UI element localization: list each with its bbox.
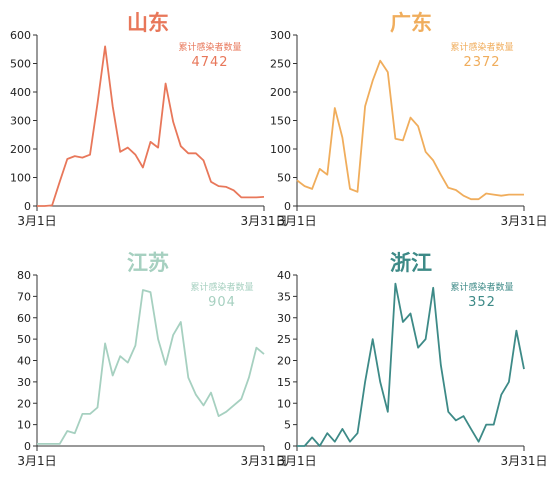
annotation-label: 累计感染者数量 (190, 281, 253, 293)
y-tick-label: 5 (284, 419, 291, 432)
y-tick-label: 20 (277, 355, 291, 368)
y-tick-label: 50 (277, 172, 291, 185)
annotation-value: 4742 (191, 55, 228, 70)
y-tick-label: 100 (10, 172, 31, 185)
x-tick-label-start: 3月1日 (277, 214, 316, 228)
y-tick-label: 80 (17, 269, 31, 282)
x-tick-label-start: 3月1日 (17, 454, 56, 468)
y-tick-label: 40 (17, 355, 31, 368)
y-tick-label: 300 (10, 115, 31, 128)
y-tick-label: 30 (277, 312, 291, 325)
y-tick-label: 70 (17, 290, 31, 303)
y-tick-label: 15 (277, 376, 291, 389)
y-tick-label: 500 (10, 58, 31, 71)
y-tick-label: 150 (270, 115, 291, 128)
series-line (296, 59, 524, 201)
y-tick-label: 20 (17, 397, 31, 410)
annotation-value: 2372 (463, 55, 500, 70)
y-tick-label: 50 (17, 333, 31, 346)
y-tick-label: 300 (270, 29, 291, 42)
x-tick-label-end: 3月31日 (501, 454, 548, 468)
y-tick-label: 0 (284, 200, 291, 213)
y-tick-label: 0 (24, 440, 31, 453)
y-tick-label: 0 (24, 200, 31, 213)
chart-title: 浙江 (390, 251, 432, 275)
y-tick-label: 60 (17, 312, 31, 325)
y-tick-label: 200 (270, 86, 291, 99)
y-tick-label: 0 (284, 440, 291, 453)
y-tick-label: 100 (270, 143, 291, 156)
annotation-label: 累计感染者数量 (450, 281, 513, 293)
y-tick-label: 250 (270, 58, 291, 71)
y-tick-label: 600 (10, 29, 31, 42)
annotation-label: 累计感染者数量 (178, 41, 241, 53)
y-tick-label: 25 (277, 333, 291, 346)
series-line (37, 289, 265, 445)
y-tick-label: 10 (277, 397, 291, 410)
y-tick-label: 40 (277, 269, 291, 282)
series-line (37, 45, 265, 207)
annotation-label: 累计感染者数量 (450, 41, 513, 53)
x-tick-label-end: 3月31日 (241, 214, 288, 228)
y-tick-label: 35 (277, 290, 291, 303)
x-tick-label-start: 3月1日 (277, 454, 316, 468)
x-tick-label-end: 3月31日 (241, 454, 288, 468)
chart-title: 山东 (127, 11, 169, 35)
x-tick-label-start: 3月1日 (17, 214, 56, 228)
x-tick-label-end: 3月31日 (501, 214, 548, 228)
chart-title: 广东 (390, 11, 432, 35)
series-line (297, 282, 525, 447)
y-tick-label: 10 (17, 419, 31, 432)
y-tick-label: 200 (10, 143, 31, 156)
annotation-value: 352 (468, 295, 496, 310)
y-tick-label: 400 (10, 86, 31, 99)
y-tick-label: 30 (17, 376, 31, 389)
annotation-value: 904 (208, 295, 236, 310)
chart-title: 江苏 (127, 251, 169, 275)
